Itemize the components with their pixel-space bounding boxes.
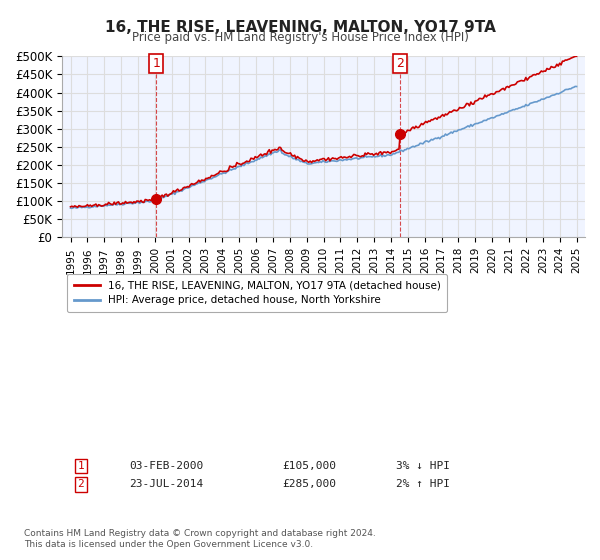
- Text: Contains HM Land Registry data © Crown copyright and database right 2024.
This d: Contains HM Land Registry data © Crown c…: [24, 529, 376, 549]
- Text: 1: 1: [77, 461, 85, 471]
- Text: 1: 1: [152, 57, 160, 70]
- Text: 3% ↓ HPI: 3% ↓ HPI: [396, 461, 450, 471]
- Text: 2: 2: [397, 57, 404, 70]
- Text: £285,000: £285,000: [282, 479, 336, 489]
- Text: 16, THE RISE, LEAVENING, MALTON, YO17 9TA: 16, THE RISE, LEAVENING, MALTON, YO17 9T…: [104, 20, 496, 35]
- Text: Price paid vs. HM Land Registry's House Price Index (HPI): Price paid vs. HM Land Registry's House …: [131, 31, 469, 44]
- Text: 2% ↑ HPI: 2% ↑ HPI: [396, 479, 450, 489]
- Legend: 16, THE RISE, LEAVENING, MALTON, YO17 9TA (detached house), HPI: Average price, : 16, THE RISE, LEAVENING, MALTON, YO17 9T…: [67, 274, 447, 312]
- Text: 03-FEB-2000: 03-FEB-2000: [129, 461, 203, 471]
- Text: 23-JUL-2014: 23-JUL-2014: [129, 479, 203, 489]
- Text: 2: 2: [77, 479, 85, 489]
- Text: £105,000: £105,000: [282, 461, 336, 471]
